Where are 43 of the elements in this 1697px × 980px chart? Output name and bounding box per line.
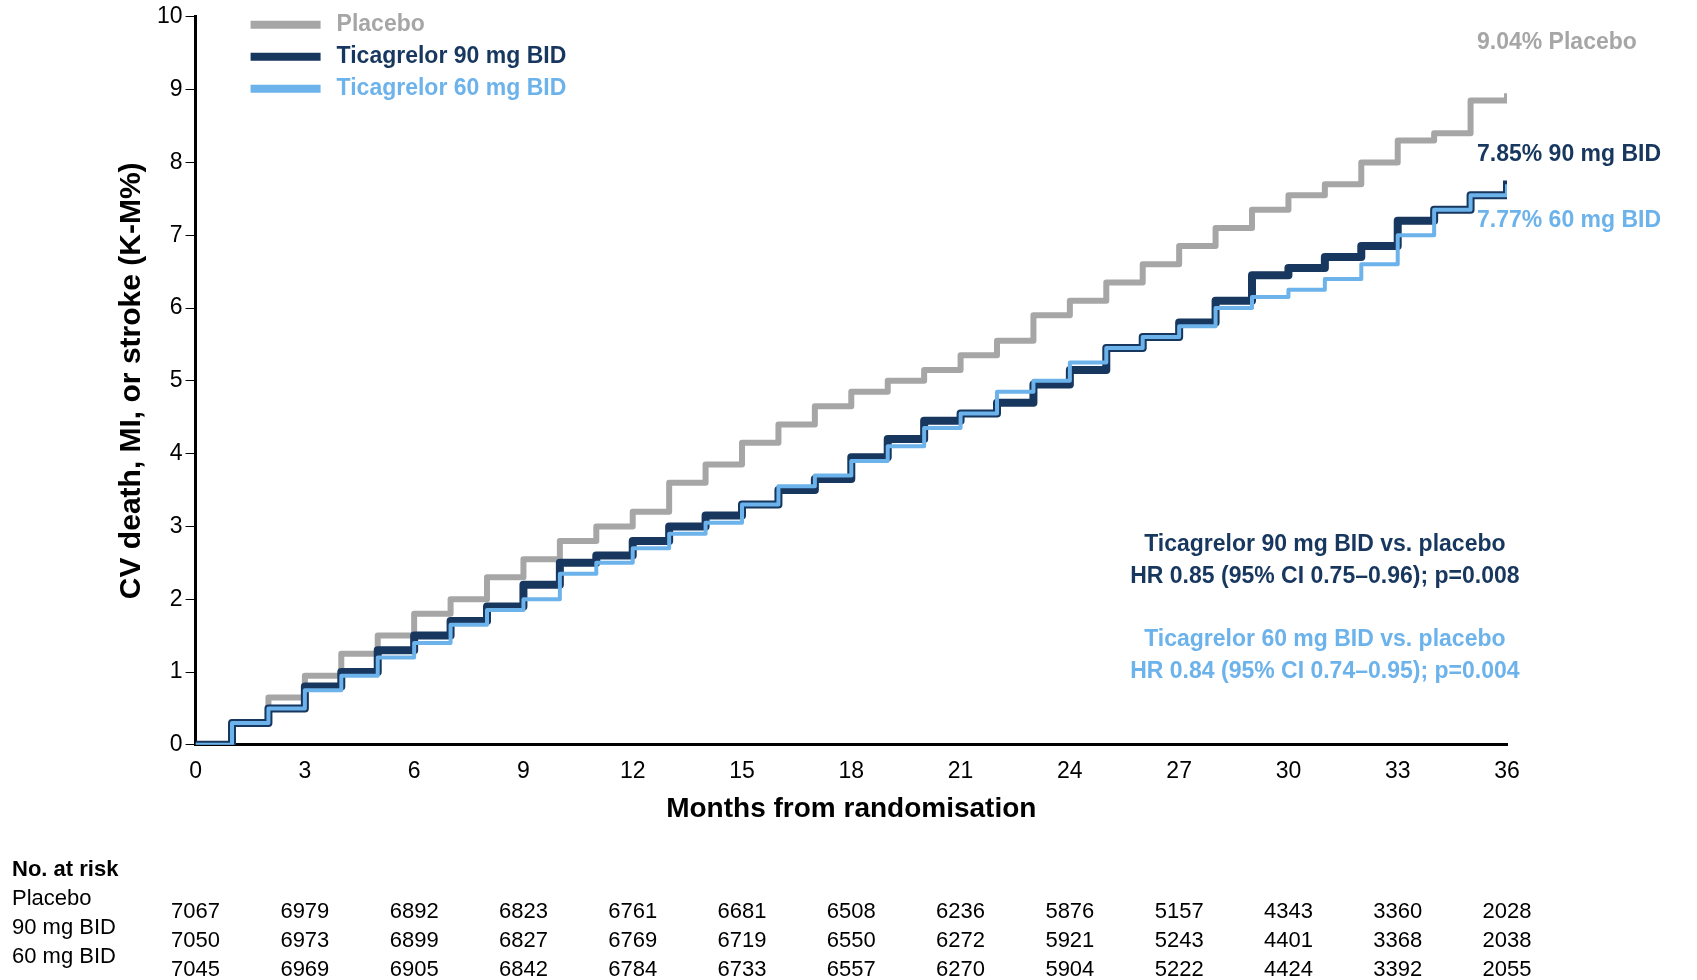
x-tick-label: 30 — [1275, 756, 1302, 783]
annotation: 7.77% 60 mg BID — [1477, 205, 1662, 232]
annotation: 9.04% Placebo — [1477, 27, 1637, 54]
y-tick-label: 3 — [169, 511, 183, 538]
x-tick-label: 15 — [729, 756, 755, 783]
x-tick-label: 24 — [1057, 756, 1083, 783]
x-tick-label: 18 — [838, 756, 865, 783]
annotation: HR 0.84 (95% CI 0.74–0.95); p=0.004 — [1130, 656, 1520, 683]
x-tick-label: 3 — [298, 756, 312, 783]
y-tick-label: 8 — [169, 147, 183, 174]
legend-label: Placebo — [336, 10, 425, 37]
text: 90 mg BID — [12, 914, 116, 940]
legend-label: Ticagrelor 90 mg BID — [336, 42, 567, 69]
legend-label: Ticagrelor 60 mg BID — [336, 74, 567, 101]
x-tick-label: 36 — [1494, 756, 1520, 783]
y-tick-label: 1 — [169, 657, 183, 684]
x-tick-label: 21 — [947, 756, 974, 783]
y-tick-label: 6 — [169, 293, 183, 320]
text: 7045 6969 6905 6842 6784 6733 6557 6270 5904 5222 4424 3392 2055 — [171, 956, 1532, 980]
y-tick-label: 9 — [169, 74, 183, 101]
annotation: 7.85% 90 mg BID — [1477, 140, 1662, 167]
x-tick-label: 12 — [619, 756, 646, 783]
x-axis-title: Months from randomisation — [666, 791, 1037, 823]
text: Placebo — [12, 885, 92, 911]
x-tick-label: 6 — [407, 756, 421, 783]
annotation: Ticagrelor 60 mg BID vs. placebo — [1144, 624, 1506, 651]
text: 7050 6973 6899 6827 6769 6719 6550 6272 5921 5243 4401 3368 2038 — [171, 927, 1532, 953]
y-tick-label: 4 — [169, 438, 183, 465]
y-tick-label: 10 — [156, 2, 183, 29]
annotation: HR 0.85 (95% CI 0.75–0.96); p=0.008 — [1130, 561, 1520, 588]
x-tick-label: 0 — [189, 756, 202, 783]
y-tick-label: 0 — [169, 730, 183, 757]
y-tick-label: 7 — [169, 220, 183, 247]
x-tick-label: 9 — [517, 756, 530, 783]
x-tick-label: 33 — [1384, 756, 1411, 783]
y-axis-title: CV death, MI, or stroke (K-M%) — [113, 162, 147, 600]
text: 60 mg BID — [12, 943, 116, 969]
y-tick-label: 2 — [169, 584, 183, 611]
annotation: Ticagrelor 90 mg BID vs. placebo — [1144, 529, 1506, 556]
x-tick-label: 27 — [1166, 756, 1192, 783]
y-tick-label: 5 — [169, 366, 183, 393]
text: 7067 6979 6892 6823 6761 6681 6508 6236 5876 5157 4343 3360 2028 — [171, 898, 1532, 924]
text: No. at risk — [12, 856, 120, 882]
